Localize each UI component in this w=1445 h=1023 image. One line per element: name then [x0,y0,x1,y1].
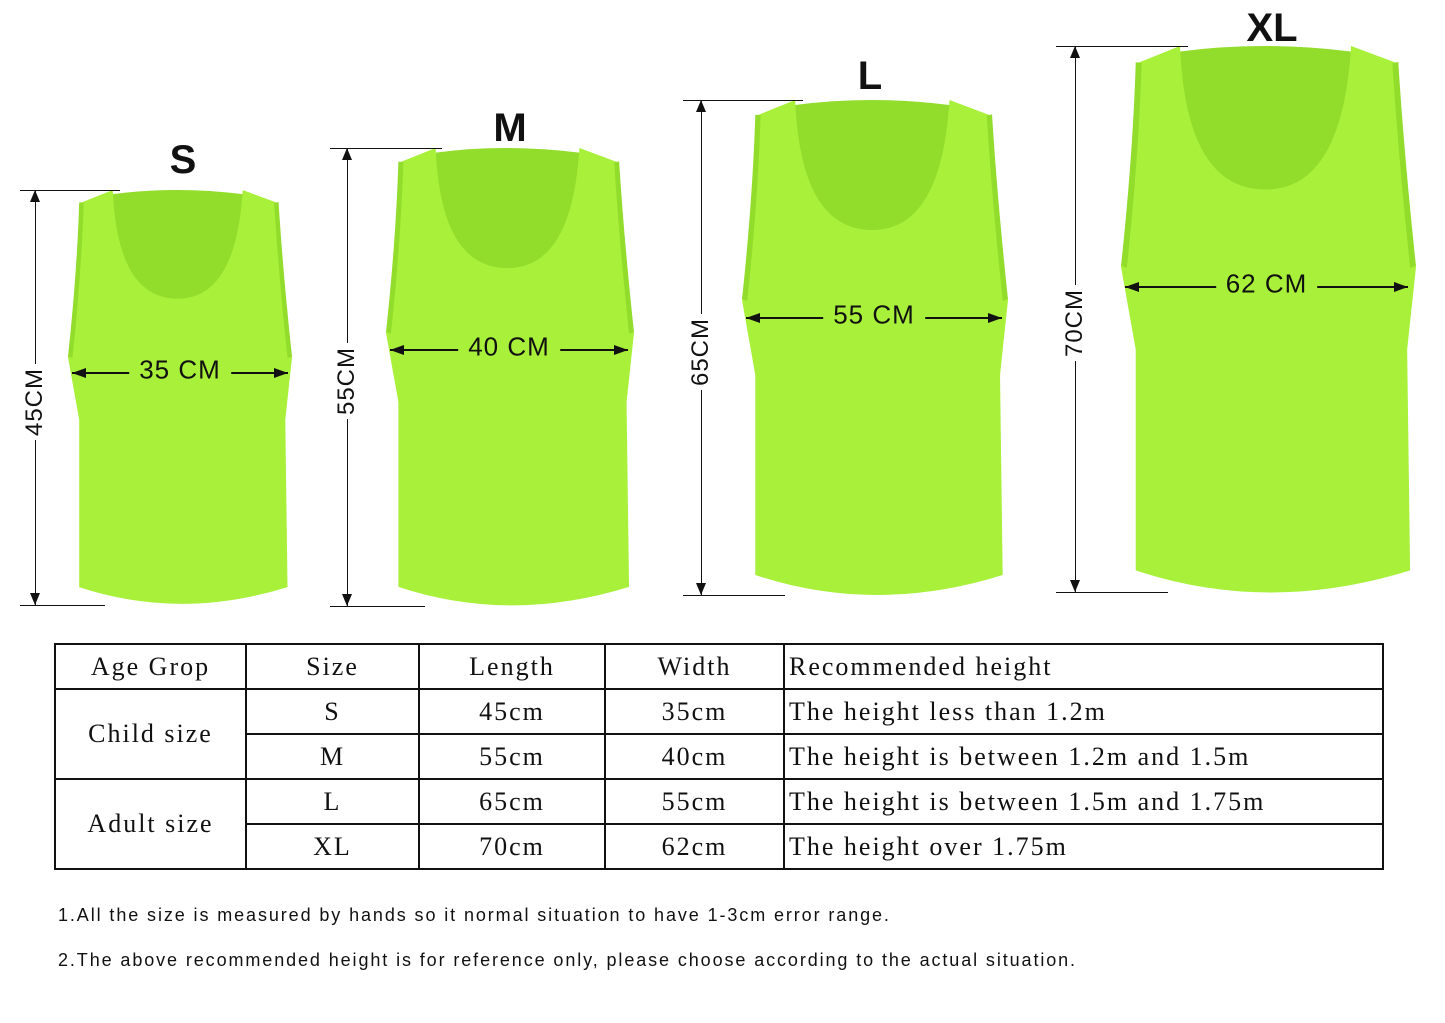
length-bottom-tick [20,605,105,606]
height-cell: The height over 1.75m [783,823,1384,870]
size-label: L [857,54,883,98]
width-cell: 35cm [604,688,785,735]
length-bottom-tick [330,606,425,607]
arrow-right-icon [274,368,288,378]
vest-m [386,148,634,610]
arrow-left-icon [72,368,86,378]
header-size: Size [245,643,420,690]
header-age-group: Age Grop [54,643,247,690]
arrow-down-icon [342,594,352,606]
size-cell: XL [245,823,420,870]
width-cell: 55cm [604,778,785,825]
vest-shape [386,148,634,606]
size-label: XL [1246,6,1298,50]
arrow-down-icon [1070,580,1080,592]
arrow-right-icon [614,345,628,355]
length-cell: 65cm [418,778,606,825]
header-length: Length [418,643,606,690]
arrow-up-icon [1070,46,1080,58]
length-label: 70CM [1061,284,1089,362]
vest-shape [1121,46,1416,593]
height-cell: The height is between 1.2m and 1.5m [783,733,1384,780]
header-recommended-height: Recommended height [783,643,1384,690]
length-label: 55CM [333,342,361,420]
table-row: XL 70cm 62cm The height over 1.75m [55,823,1384,870]
length-cell: 70cm [418,823,606,870]
size-label: S [169,138,197,182]
header-width: Width [604,643,785,690]
length-bottom-tick [683,595,785,596]
height-cell: The height is between 1.5m and 1.75m [783,778,1384,825]
arrow-right-icon [988,313,1002,323]
length-top-tick [330,148,442,149]
width-cell: 40cm [604,733,785,780]
length-top-tick [683,100,803,101]
width-label: 62 CM [1215,268,1318,300]
arrow-down-icon [696,583,706,595]
table-row: Adult size L 65cm 55cm The height is bet… [54,778,1384,870]
width-label: 35 CM [129,354,231,386]
arrow-down-icon [30,593,40,605]
vest-s [68,190,292,608]
vest-back-shape [435,148,580,287]
vest-back-shape [112,190,243,316]
height-cell: The height less than 1.2m [783,688,1384,735]
vest-shape [742,100,1008,595]
table-row: Child size S 45cm 35cm The height less t… [54,688,1384,780]
length-label: 45CM [21,363,49,440]
age-group-cell: Adult size [54,778,247,870]
width-label: 55 CM [823,299,925,331]
size-cell: S [245,688,420,735]
arrow-up-icon [30,190,40,202]
size-cell: L [245,778,420,825]
arrow-up-icon [696,100,706,112]
length-top-tick [20,190,120,191]
arrow-up-icon [342,148,352,160]
width-cell: 62cm [604,823,785,870]
table-header-row: Age Grop Size Length Width Recommended h… [54,643,1384,690]
note-1: 1.All the size is measured by hands so i… [58,905,891,925]
size-cell: M [245,733,420,780]
vest-back-shape [1180,46,1352,212]
length-top-tick [1056,46,1188,47]
note-2: 2.The above recommended height is for re… [58,950,1077,970]
vest-shape [68,190,292,604]
arrow-right-icon [1394,282,1408,292]
width-label: 40 CM [458,331,560,363]
size-label: M [493,106,527,150]
age-group-cell: Child size [54,688,247,780]
table-row: M 55cm 40cm The height is between 1.2m a… [55,733,1384,780]
size-table: Age Grop Size Length Width Recommended h… [54,643,1384,870]
arrow-left-icon [746,313,760,323]
length-bottom-tick [1056,592,1168,593]
length-label: 65CM [687,313,715,390]
length-cell: 55cm [418,733,606,780]
length-cell: 45cm [418,688,606,735]
vest-l [742,100,1008,600]
vest-xl [1121,46,1416,598]
arrow-left-icon [1125,282,1139,292]
vest-back-shape [795,100,950,250]
arrow-left-icon [390,345,404,355]
